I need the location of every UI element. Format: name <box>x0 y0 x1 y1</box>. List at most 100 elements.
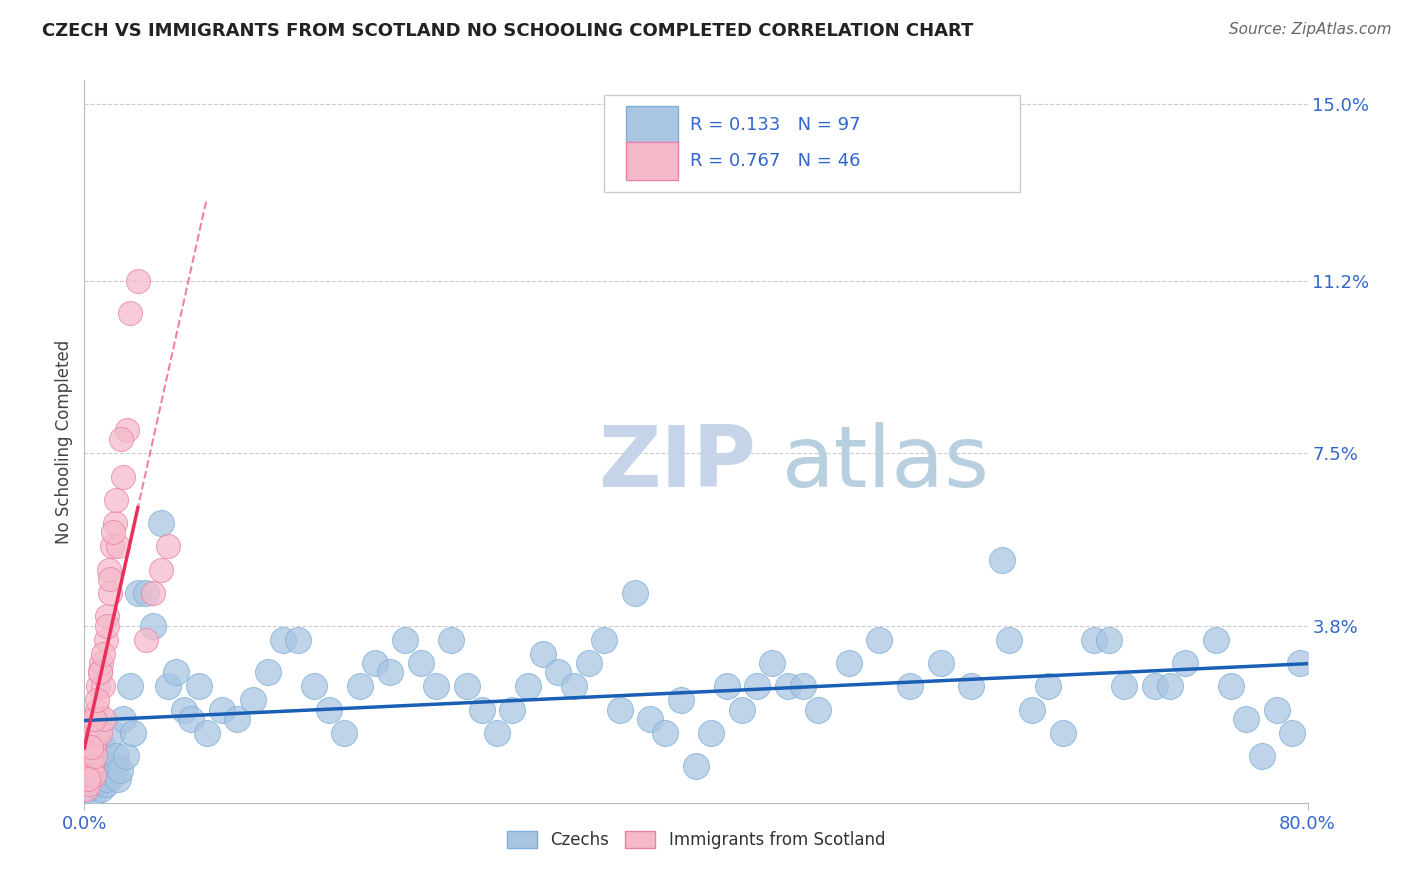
Point <box>84 777 107 791</box>
Point <box>87 679 110 693</box>
Point <box>731 702 754 716</box>
Y-axis label: No Schooling Completed: No Schooling Completed <box>55 340 73 543</box>
Point <box>77 772 100 787</box>
Point <box>165 665 187 680</box>
Text: R = 0.767   N = 46: R = 0.767 N = 46 <box>690 153 860 170</box>
Point <box>86 726 108 740</box>
Point <box>747 679 769 693</box>
Point <box>91 739 114 754</box>
Point <box>394 632 416 647</box>
Point <box>502 702 524 716</box>
Point <box>86 702 108 716</box>
Point <box>98 758 121 772</box>
Point <box>1289 656 1312 670</box>
Point <box>80 726 103 740</box>
Point <box>93 768 115 782</box>
Point <box>122 726 145 740</box>
Point <box>91 679 114 693</box>
FancyBboxPatch shape <box>605 95 1021 193</box>
Point <box>516 679 538 693</box>
Point <box>77 777 100 791</box>
Point <box>89 726 111 740</box>
Point <box>380 665 402 680</box>
FancyBboxPatch shape <box>626 143 678 180</box>
Point <box>94 777 117 791</box>
Point <box>1281 726 1303 740</box>
Text: CZECH VS IMMIGRANTS FROM SCOTLAND NO SCHOOLING COMPLETED CORRELATION CHART: CZECH VS IMMIGRANTS FROM SCOTLAND NO SCH… <box>42 22 973 40</box>
Point <box>333 726 356 740</box>
Point <box>79 768 101 782</box>
Point <box>115 423 138 437</box>
Point <box>97 763 120 777</box>
Point <box>669 693 692 707</box>
Point <box>120 306 142 320</box>
Point <box>716 679 738 693</box>
Point <box>1036 679 1059 693</box>
Point <box>929 656 952 670</box>
Point <box>226 712 249 726</box>
Point <box>107 772 129 787</box>
Point <box>149 516 172 530</box>
Point <box>409 656 432 670</box>
Point <box>108 763 131 777</box>
Point <box>1236 712 1258 726</box>
Text: ZIP: ZIP <box>598 422 756 505</box>
Point <box>103 768 125 782</box>
Point <box>75 781 97 796</box>
Point <box>101 726 124 740</box>
Point <box>271 632 294 647</box>
Point <box>364 656 387 670</box>
Point <box>211 702 233 716</box>
Point <box>838 656 860 670</box>
Point <box>105 492 128 507</box>
Point <box>127 586 149 600</box>
Point <box>425 679 447 693</box>
Point <box>302 679 325 693</box>
Point <box>157 679 180 693</box>
Point <box>349 679 371 693</box>
Point <box>1250 749 1272 764</box>
Point <box>127 274 149 288</box>
Point <box>287 632 309 647</box>
Point <box>792 679 814 693</box>
Text: Source: ZipAtlas.com: Source: ZipAtlas.com <box>1229 22 1392 37</box>
Point <box>960 679 983 693</box>
Point <box>609 702 631 716</box>
Point <box>89 665 111 680</box>
Point <box>898 679 921 693</box>
Point <box>149 563 172 577</box>
Point <box>90 656 112 670</box>
Point <box>440 632 463 647</box>
Point <box>318 702 340 716</box>
Point <box>761 656 783 670</box>
Point <box>83 787 105 801</box>
Point <box>807 702 830 716</box>
Point <box>1021 702 1043 716</box>
Point <box>1143 679 1166 693</box>
Point <box>135 632 157 647</box>
Point <box>456 679 478 693</box>
Point <box>114 749 136 764</box>
Point <box>173 702 195 716</box>
Point <box>1220 679 1243 693</box>
Point <box>135 586 157 600</box>
Point <box>486 726 509 740</box>
Point <box>79 749 101 764</box>
Point <box>624 586 647 600</box>
FancyBboxPatch shape <box>626 106 678 144</box>
Point <box>593 632 616 647</box>
Point <box>1205 632 1227 647</box>
Point <box>869 632 891 647</box>
Point <box>77 758 100 772</box>
Point <box>90 781 112 796</box>
Point <box>76 772 98 787</box>
Point <box>83 712 105 726</box>
Point <box>685 758 707 772</box>
Point <box>998 632 1021 647</box>
Point <box>531 647 554 661</box>
Point <box>77 781 100 796</box>
Point <box>83 768 105 782</box>
Point <box>104 758 127 772</box>
Point <box>1098 632 1121 647</box>
Point <box>86 749 108 764</box>
